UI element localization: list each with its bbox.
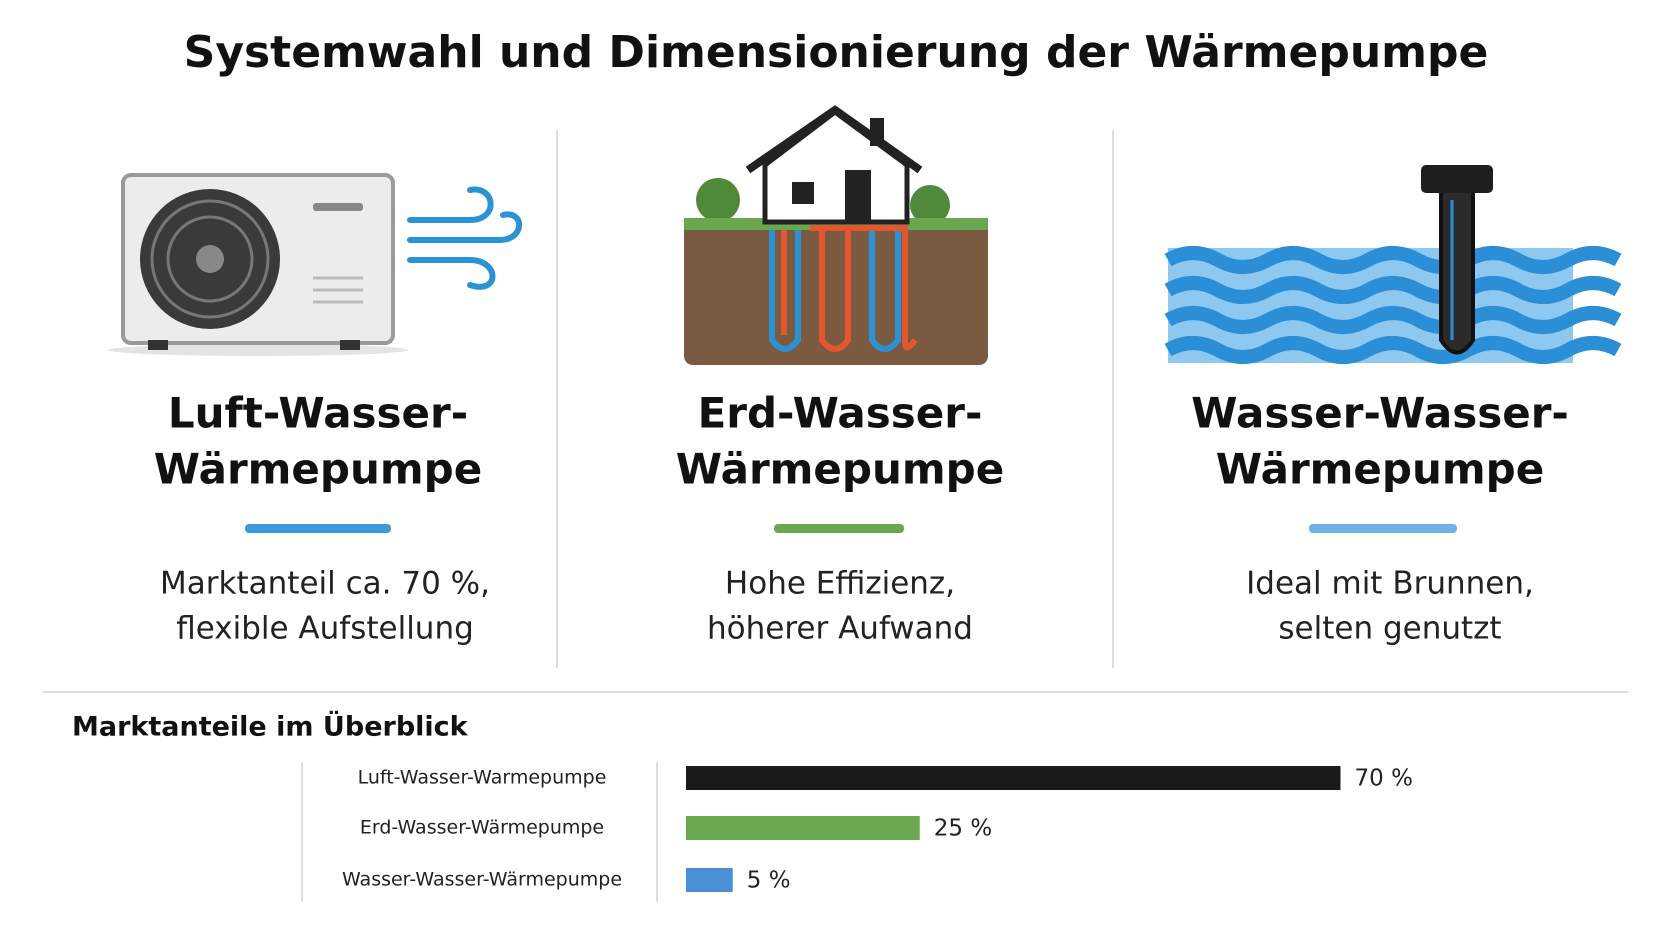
column-text: Ideal mit Brunnen, xyxy=(1246,566,1534,602)
column-title: Wasser-Wasser- xyxy=(1191,389,1569,438)
bar xyxy=(686,766,1341,790)
air-unit-icon xyxy=(108,173,523,356)
column-text: Hohe Effizienz, xyxy=(725,566,955,602)
column-text: höherer Aufwand xyxy=(707,611,973,647)
value-label: 25 % xyxy=(934,816,992,842)
column-title: Erd-Wasser- xyxy=(698,389,983,438)
category-label: Erd-Wasser-Wärmepumpe xyxy=(360,817,604,839)
accent-line xyxy=(1309,524,1457,533)
page-title: Systemwahl und Dimensionierung der Wärme… xyxy=(184,27,1489,78)
column-text: flexible Aufstellung xyxy=(176,611,474,647)
water-icon xyxy=(1164,165,1622,364)
column: Erd-Wasser- Wärmepumpe Hohe Effizienz, h… xyxy=(676,389,1004,647)
accent-line xyxy=(245,524,391,533)
column-text: Marktanteil ca. 70 %, xyxy=(160,566,490,602)
category-label: Wasser-Wasser-Wärmepumpe xyxy=(342,869,622,891)
value-label: 5 % xyxy=(747,868,791,894)
column-title: Wärmepumpe xyxy=(154,445,482,494)
ground-icon xyxy=(684,105,988,365)
column: Wasser-Wasser- Wärmepumpe Ideal mit Brun… xyxy=(1191,389,1569,647)
category-label: Luft-Wasser-Warmepumpe xyxy=(358,767,607,789)
bar xyxy=(686,816,920,840)
column: Luft-Wasser- Wärmepumpe Marktanteil ca. … xyxy=(154,389,490,647)
column-text: selten genutzt xyxy=(1278,611,1501,647)
value-label: 70 % xyxy=(1355,766,1413,792)
column-title: Wärmepumpe xyxy=(676,445,1004,494)
accent-line xyxy=(774,524,904,533)
bar xyxy=(686,868,733,892)
column-title: Wärmepumpe xyxy=(1216,445,1544,494)
column-title: Luft-Wasser- xyxy=(168,389,468,438)
chart-title: Marktanteile im Überblick xyxy=(72,710,469,743)
